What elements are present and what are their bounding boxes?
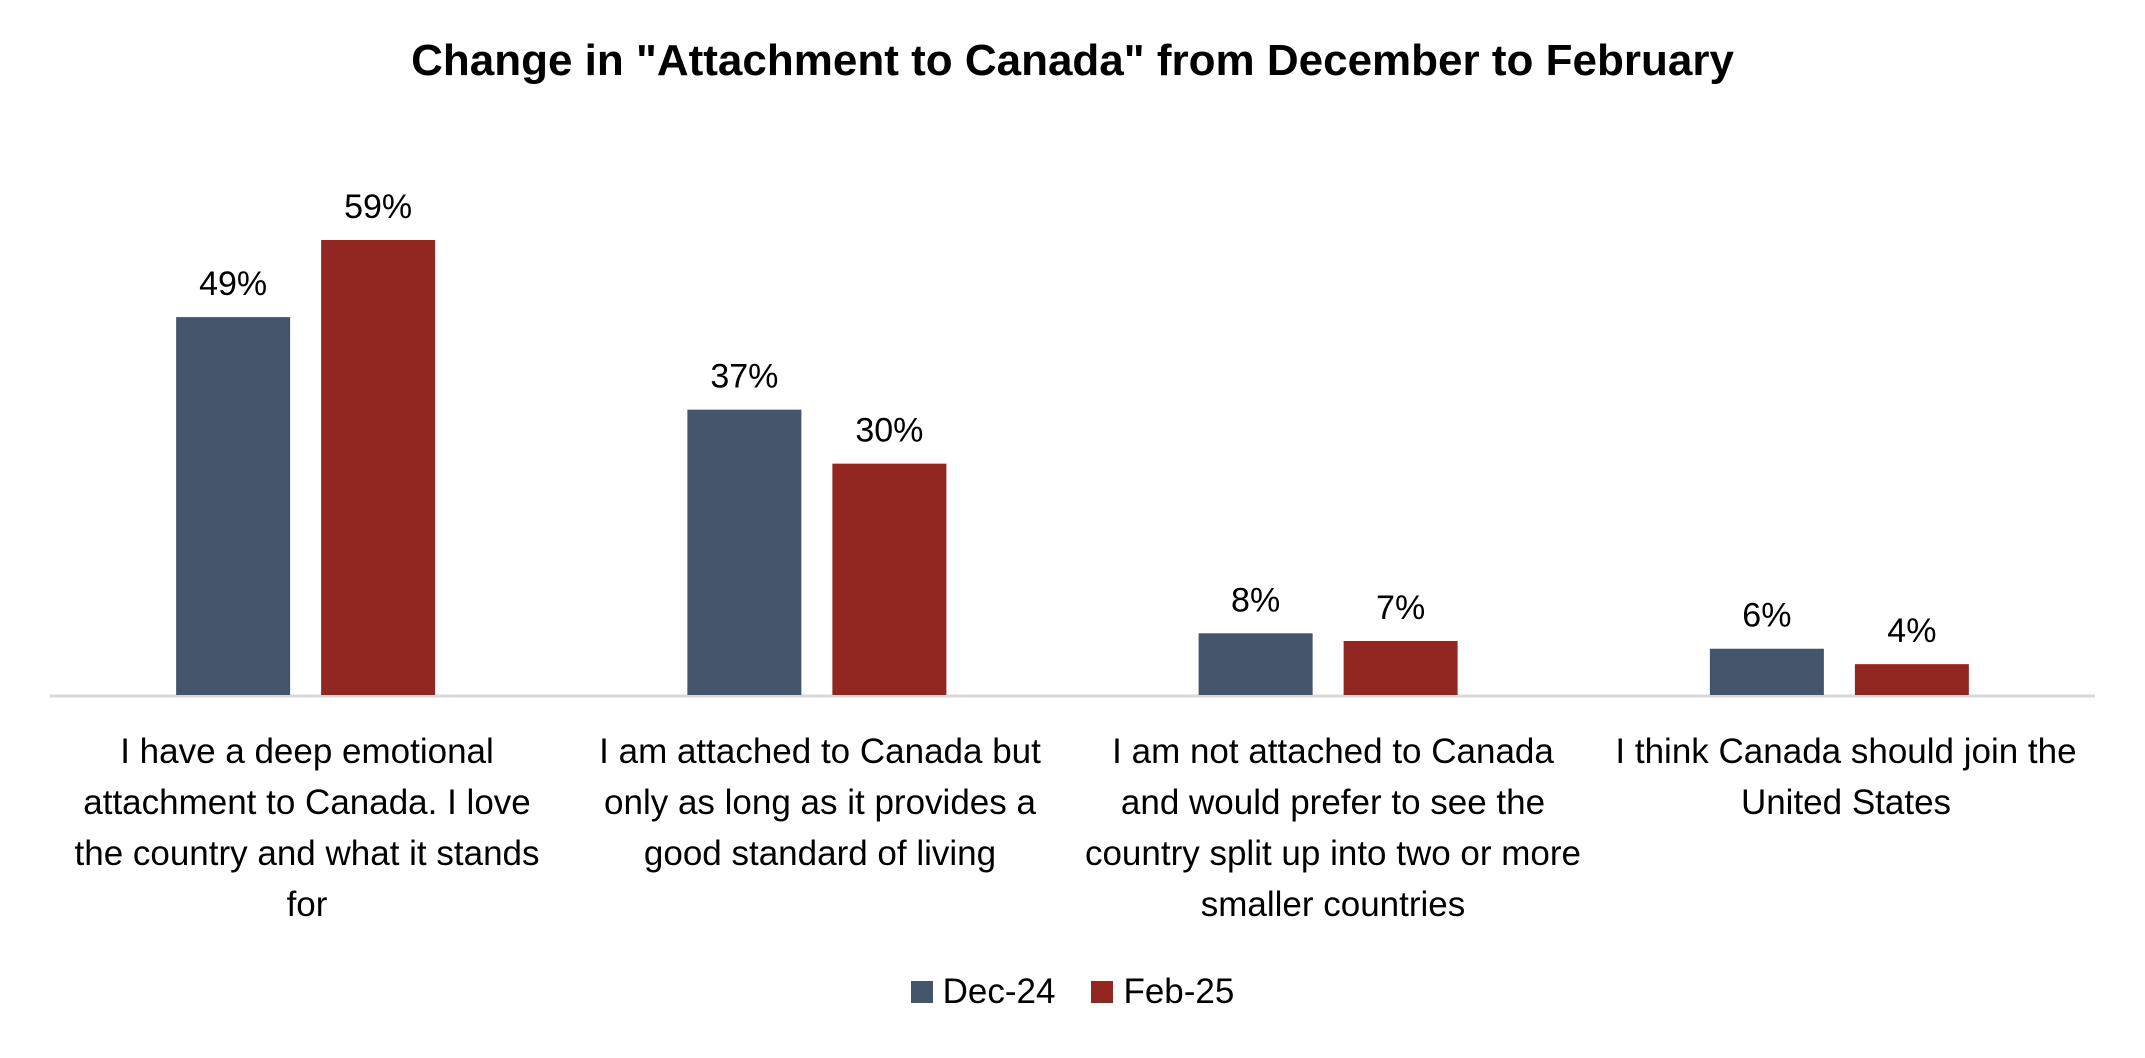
legend-item-dec-24: Dec-24 (910, 972, 1056, 1012)
category-label-4: I think Canada should join the United St… (1615, 732, 2077, 822)
bar-feb-25-3 (1343, 641, 1458, 695)
bar-feb-25-1 (321, 240, 436, 695)
data-label-feb-25-3: 7% (1376, 589, 1425, 627)
data-label-dec-24-1: 49% (199, 265, 267, 303)
category-label-2: I am attached to Canada but only as long… (599, 732, 1041, 873)
bar-feb-25-2 (832, 463, 947, 695)
data-label-feb-25-2: 30% (855, 412, 923, 450)
legend: Dec-24 Feb-25 (0, 972, 2145, 1012)
legend-label-dec-24: Dec-24 (942, 972, 1056, 1011)
data-label-feb-25-4: 4% (1887, 612, 1936, 650)
legend-item-feb-25: Feb-25 (1091, 972, 1234, 1012)
bar-feb-25-4 (1854, 664, 1969, 695)
data-label-dec-24-3: 8% (1231, 581, 1280, 619)
data-label-dec-24-2: 37% (710, 358, 778, 396)
bar-dec-24-1 (176, 317, 291, 695)
chart-title: Change in "Attachment to Canada" from De… (411, 36, 1734, 85)
category-label-1: I have a deep emotional attachment to Ca… (74, 732, 540, 924)
data-label-feb-25-1: 59% (344, 188, 412, 226)
data-label-dec-24-4: 6% (1742, 597, 1791, 635)
legend-swatch-feb-25 (1091, 981, 1114, 1003)
legend-swatch-dec-24 (910, 981, 933, 1003)
bar-dec-24-4 (1709, 648, 1824, 695)
bar-dec-24-2 (687, 409, 802, 695)
category-label-3: I am not attached to Canada and would pr… (1084, 732, 1582, 924)
legend-label-feb-25: Feb-25 (1123, 972, 1235, 1011)
bar-dec-24-3 (1198, 633, 1313, 695)
